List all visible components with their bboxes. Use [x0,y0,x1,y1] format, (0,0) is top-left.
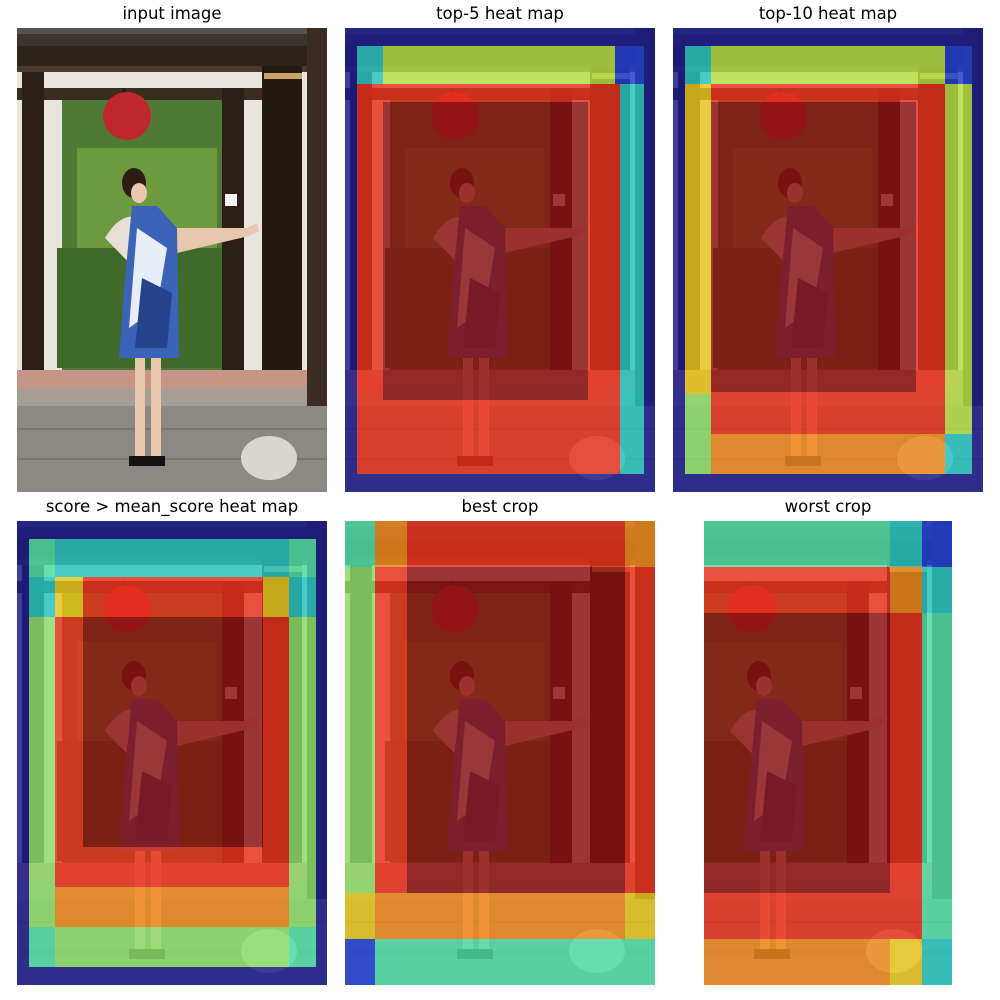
top-5-heat-map [345,28,655,492]
top-5-heat-map-panel [345,28,655,492]
panel-title-score-mean-heat-map: score > mean_score heat map [45,497,299,516]
worst-crop-panel [704,521,952,985]
panel-title-worst-crop: worst crop [784,497,872,516]
top-10-heat-map [673,28,983,492]
mean-score-heat-map-panel [17,521,327,985]
panel-title-top-10-heat-map: top-10 heat map [758,4,898,23]
input-photo [17,28,327,492]
worst-crop-heat-map [704,521,952,985]
best-crop-heat-map [345,521,655,985]
top-10-heat-map-panel [673,28,983,492]
best-crop-panel [345,521,655,985]
panel-title-input-image: input image [122,4,222,23]
panel-title-best-crop: best crop [461,497,539,516]
mean-score-heat-map [17,521,327,985]
panel-title-top-5-heat-map: top-5 heat map [436,4,564,23]
input-image-panel [17,28,327,492]
